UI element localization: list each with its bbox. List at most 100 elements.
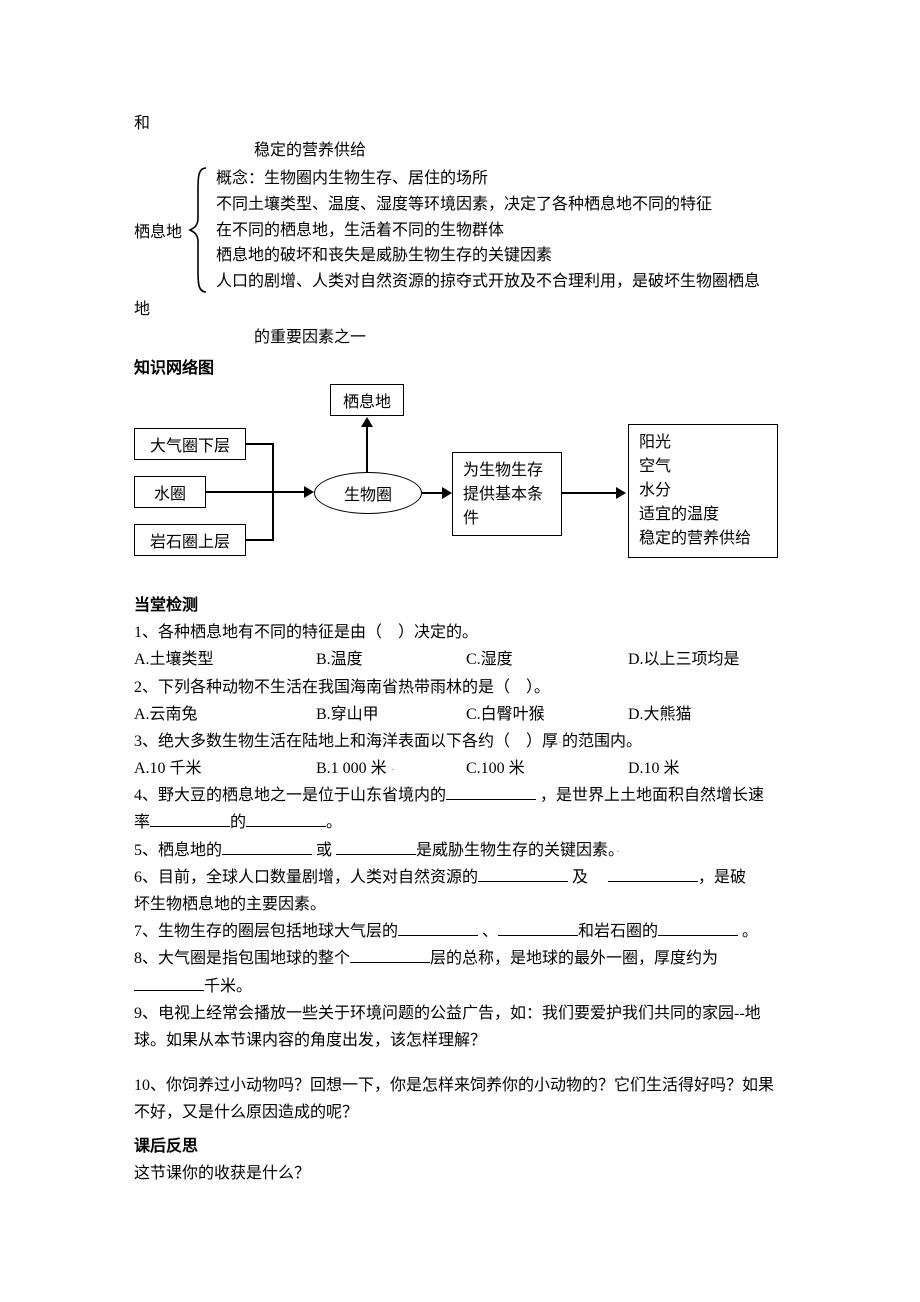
q7-p3: 和岩石圈的	[578, 923, 658, 940]
conn-line	[562, 492, 616, 494]
knowledge-diagram: 栖息地 大气圈下层 水圈 岩石圈上层 生物圈 为生物生存	[134, 384, 786, 584]
provide-line: 件	[463, 507, 479, 531]
arrow-vline	[366, 426, 368, 474]
prev-tail-1: 和	[134, 110, 786, 137]
cond-line: 空气	[639, 455, 671, 479]
q2-a: A.云南兔	[134, 701, 316, 728]
box-litho-label: 岩石圈上层	[150, 528, 230, 552]
arrow-right-head	[442, 487, 452, 499]
provide-line: 提供基本条	[463, 483, 543, 507]
box-litho: 岩石圈上层	[134, 524, 246, 556]
habitat-cont: 地	[134, 296, 786, 323]
q4-p3: 率	[134, 814, 150, 831]
blank[interactable]	[658, 919, 738, 936]
q5: 5、栖息地的 或 是威胁生物生存的关键因素。·	[134, 837, 786, 864]
q2-stem: 2、下列各种动物不生活在我国海南省热带雨林的是（ ）。	[134, 674, 786, 701]
cond-line: 水分	[639, 479, 671, 503]
box-hydro-label: 水圈	[154, 480, 186, 504]
q5-p1: 5、栖息地的	[134, 842, 222, 859]
q1-d: D.以上三项均是	[628, 646, 786, 673]
habitat-item: 不同土壤类型、温度、湿度等环境因素，决定了各种栖息地不同的特征	[216, 192, 760, 218]
provide-line: 为生物生存	[463, 459, 543, 483]
reflect-body: 这节课你的收获是什么？	[134, 1160, 786, 1187]
blank[interactable]	[336, 838, 416, 855]
q8-p2: 层的总称，是地球的最外一圈，厚度约为	[430, 950, 718, 967]
blank[interactable]	[398, 919, 478, 936]
conn-line	[246, 443, 272, 445]
box-habitat: 栖息地	[330, 384, 404, 416]
q2-c: C.白臀叶猴	[466, 701, 628, 728]
q3-stem: 3、绝大多数生物生活在陆地上和海洋表面以下各约（ ）厚·的范围内。	[134, 728, 786, 755]
q7-p2: 、	[482, 923, 498, 940]
habitat-label: 栖息地	[134, 166, 188, 294]
q8-cont: 千米。	[134, 973, 786, 1000]
brace-icon	[188, 166, 210, 294]
dot-icon: ·	[391, 762, 395, 776]
box-provide: 为生物生存 提供基本条 件	[452, 452, 562, 536]
box-atmo-label: 大气圈下层	[150, 432, 230, 456]
q7-p4: 。	[742, 923, 758, 940]
conn-line	[206, 491, 272, 493]
box-conditions: 阳光 空气 水分 适宜的温度 稳定的营养供给	[628, 424, 778, 558]
blank[interactable]	[498, 919, 578, 936]
box-atmo: 大气圈下层	[134, 428, 246, 460]
q2-d: D.大熊猫	[628, 701, 786, 728]
q3-b: B.1 000 米 ·	[316, 755, 466, 782]
q10: 10、你饲养过小动物吗？回想一下，你是怎样来饲养你的小动物的？它们生活得好吗？如…	[134, 1072, 786, 1126]
q4-p5: 。	[326, 814, 342, 831]
cond-line: 适宜的温度	[639, 503, 719, 527]
cond-line: 稳定的营养供给	[639, 527, 751, 551]
arrow-right-head	[616, 487, 626, 499]
prev-tail-2: 稳定的营养供给	[134, 137, 786, 164]
q4-p2: ，是世界上土地面积自然增长速	[540, 787, 764, 804]
q4-p4: 的	[230, 814, 246, 831]
reflect-title: 课后反思	[134, 1133, 786, 1160]
blank[interactable]	[134, 974, 204, 991]
box-habitat-label: 栖息地	[343, 388, 391, 412]
ellipse-label: 生物圈	[344, 481, 392, 505]
habitat-item: 栖息地的破坏和丧失是威胁生物生存的关键因素	[216, 243, 760, 269]
q8: 8、大气圈是指包围地球的整个 层的总称，是地球的最外一圈，厚度约为	[134, 945, 786, 972]
q1-a: A.土壤类型	[134, 646, 316, 673]
habitat-item: 人口的剧增、人类对自然资源的掠夺式开放及不合理利用，是破坏生物圈栖息	[216, 269, 760, 295]
blank[interactable]	[446, 783, 536, 800]
q7-p1: 7、生物生存的圈层包括地球大气层的	[134, 923, 398, 940]
blank[interactable]	[350, 946, 430, 963]
habitat-item: 在不同的栖息地，生活着不同的生物群体	[216, 218, 760, 244]
q3-b-text: B.1 000 米	[316, 760, 387, 777]
q1-stem: 1、各种栖息地有不同的特征是由（ ）决定的。	[134, 619, 786, 646]
ellipse-biosphere: 生物圈	[314, 472, 422, 514]
blank[interactable]	[150, 810, 230, 827]
q7: 7、生物生存的圈层包括地球大气层的 、 和岩石圈的 。	[134, 918, 786, 945]
arrow-right-head	[304, 486, 314, 498]
cond-line: 阳光	[639, 431, 671, 455]
q2-b: B.穿山甲	[316, 701, 466, 728]
q5-p3: 是威胁生物生存的关键因素。	[416, 842, 616, 859]
q8-p3: 千米。	[204, 978, 252, 995]
q3-stem-a: 3、绝大多数生物生活在陆地上和海洋表面以下各约（ ）厚	[134, 733, 558, 750]
q6: 6、目前，全球人口数量剧增，人类对自然资源的 及 ，是破	[134, 864, 786, 891]
q1-c: C.湿度	[466, 646, 628, 673]
q6-p3: ，是破	[698, 869, 746, 886]
habitat-brace-block: 栖息地 概念：生物圈内生物生存、居住的场所 不同土壤类型、温度、湿度等环境因素，…	[134, 166, 786, 294]
conn-line	[246, 539, 272, 541]
q3-a: A.10 千米	[134, 755, 316, 782]
q3-options: A.10 千米 B.1 000 米 · C.100 米 D.10 米	[134, 755, 786, 782]
q1-b: B.温度	[316, 646, 466, 673]
q8-p1: 8、大气圈是指包围地球的整个	[134, 950, 350, 967]
q3-stem-b: 的范围内。	[562, 733, 642, 750]
conn-line	[272, 491, 304, 493]
q1-options: A.土壤类型 B.温度 C.湿度 D.以上三项均是	[134, 646, 786, 673]
q5-p2: 或	[312, 842, 336, 859]
blank[interactable]	[478, 865, 568, 882]
quiz-title: 当堂检测	[134, 592, 786, 619]
q3-d: D.10 米	[628, 755, 786, 782]
q4-cont: 率 的 。	[134, 809, 786, 836]
blank[interactable]	[246, 810, 326, 827]
habitat-tail: 的重要因素之一	[134, 324, 786, 351]
q6-p1: 6、目前，全球人口数量剧增，人类对自然资源的	[134, 869, 478, 886]
habitat-item: 概念：生物圈内生物生存、居住的场所	[216, 166, 760, 192]
q6-p2: 及	[568, 869, 592, 886]
blank[interactable]	[222, 838, 312, 855]
blank[interactable]	[608, 865, 698, 882]
